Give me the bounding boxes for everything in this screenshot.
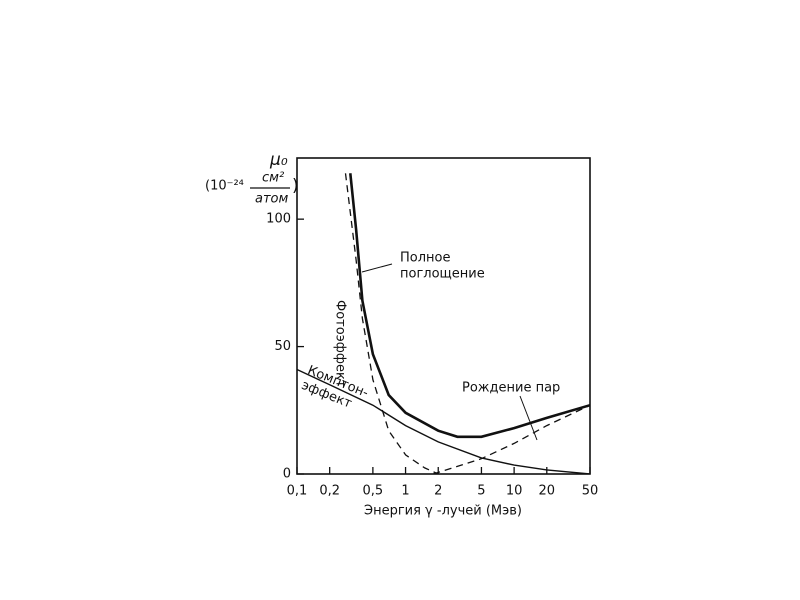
- x-label: Энергия γ -лучей (Мэв): [364, 504, 522, 519]
- x-tick-label: 1: [401, 484, 409, 499]
- y-tick-label: 0: [283, 467, 291, 482]
- y-label: μ₀: [269, 150, 288, 170]
- leader-line: [361, 263, 393, 273]
- x-tick-label: 0,2: [319, 484, 340, 499]
- x-tick-label: 2: [434, 484, 442, 499]
- x-tick-label: 0,1: [287, 484, 308, 499]
- plot-frame: [296, 157, 591, 475]
- curve: [433, 404, 590, 474]
- x-tick-label: 5: [477, 484, 485, 499]
- curve: [297, 368, 590, 474]
- x-tick-label: 0,5: [363, 484, 384, 499]
- curve-label: поглощение: [400, 267, 485, 282]
- y-unit: атом: [255, 192, 288, 207]
- curve: [344, 173, 439, 474]
- y-unit: ): [292, 176, 299, 196]
- leader-line: [519, 395, 538, 441]
- x-tick-label: 10: [506, 484, 523, 499]
- plot-area: [297, 173, 590, 474]
- y-unit: (10⁻²⁴: [205, 179, 244, 194]
- x-tick-label: 20: [539, 484, 556, 499]
- curve-label: Полное: [400, 251, 451, 266]
- y-tick-label: 100: [266, 212, 291, 227]
- y-unit: см²: [262, 171, 284, 186]
- x-tick-label: 50: [582, 484, 599, 499]
- y-tick-label: 50: [274, 339, 291, 354]
- curve: [349, 173, 590, 439]
- curve-label: Фотоэффект: [333, 300, 348, 388]
- curve-label: Рождение пар: [462, 381, 560, 396]
